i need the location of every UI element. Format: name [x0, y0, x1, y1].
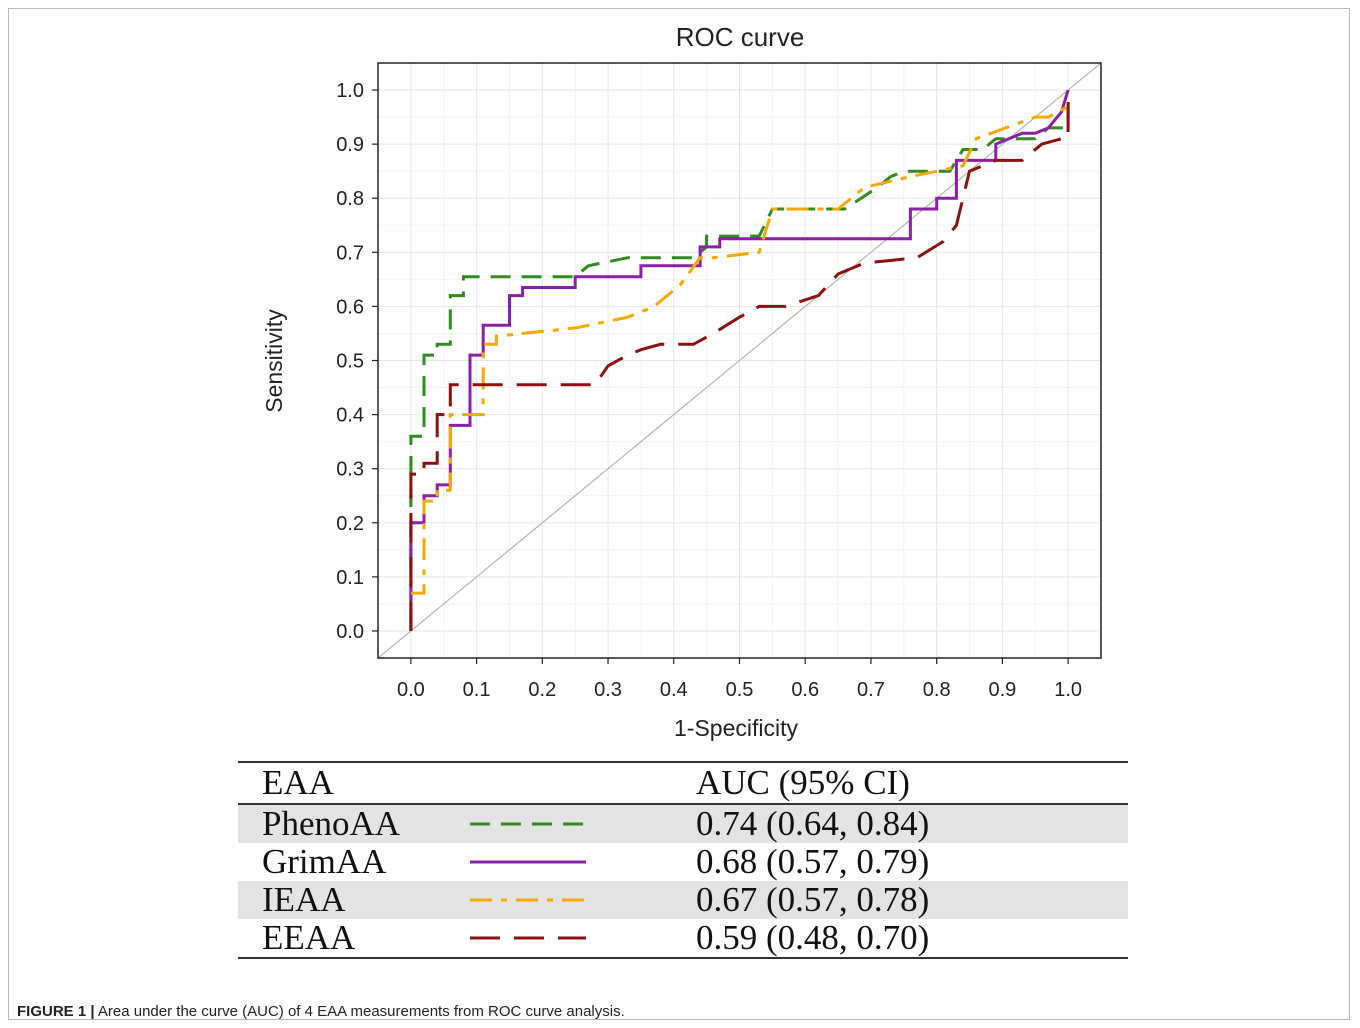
x-tick-label: 0.9: [989, 679, 1017, 701]
table-row: IEAA 0.67 (0.57, 0.78): [238, 881, 1128, 919]
row-name: IEAA: [262, 880, 346, 919]
x-tick-label: 0.5: [726, 679, 754, 701]
row-auc: 0.59 (0.48, 0.70): [696, 918, 930, 957]
caption-text: Area under the curve (AUC) of 4 EAA meas…: [94, 1003, 625, 1020]
y-tick-label: 0.2: [336, 513, 364, 535]
row-name: PhenoAA: [262, 804, 401, 843]
y-tick-label: 0.5: [336, 351, 364, 373]
roc-chart: ROC curve 0.0 0.1 0.2 0.3 0.4 0.5 0.6 0.7 0.8 0.9…: [261, 22, 1102, 741]
legend-swatch-eeaa: [470, 936, 586, 940]
y-tick-label: 0.8: [336, 188, 364, 210]
table-row: GrimAA 0.68 (0.57, 0.79): [238, 843, 1128, 881]
y-axis-label: Sensitivity: [261, 309, 287, 413]
caption-label: FIGURE 1 |: [17, 1003, 95, 1020]
x-axis-label: 1-Specificity: [674, 715, 798, 741]
reference-diagonal: [377, 62, 1102, 659]
auc-table: EAA AUC (95% CI) PhenoAA 0.74 (0.64, 0.8…: [238, 761, 1128, 959]
header-auc: AUC (95% CI): [696, 763, 910, 802]
y-tick-label: 1.0: [336, 80, 364, 102]
table-header-row: EAA AUC (95% CI): [238, 761, 1128, 805]
y-tick-label: 0.7: [336, 242, 364, 264]
series-group: [409, 89, 1070, 631]
y-tick-label: 0.0: [336, 621, 364, 643]
x-axis: 0.0 0.1 0.2 0.3 0.4 0.5 0.6 0.7 0.8 0.9 1.0: [397, 658, 1082, 701]
chart-title: ROC curve: [676, 22, 805, 52]
x-tick-label: 0.2: [528, 679, 556, 701]
y-tick-label: 0.3: [336, 459, 364, 481]
y-tick-label: 0.4: [336, 405, 364, 427]
y-axis: 0.0 0.1 0.2 0.3 0.4 0.5 0.6 0.7 0.8 0.9 1.0: [336, 80, 378, 643]
x-tick-label: 0.6: [791, 679, 819, 701]
legend-swatch-grimaa: [470, 860, 586, 864]
x-tick-label: 0.1: [463, 679, 491, 701]
table-row: EEAA 0.59 (0.48, 0.70): [238, 919, 1128, 959]
row-auc: 0.68 (0.57, 0.79): [696, 842, 930, 881]
row-auc: 0.74 (0.64, 0.84): [696, 804, 930, 843]
header-eaa: EAA: [262, 763, 334, 802]
x-tick-label: 0.7: [857, 679, 885, 701]
legend-swatch-ieaa: [470, 898, 586, 902]
y-tick-label: 0.6: [336, 296, 364, 318]
x-tick-label: 0.4: [660, 679, 688, 701]
row-auc: 0.67 (0.57, 0.78): [696, 880, 930, 919]
y-tick-label: 0.1: [336, 567, 364, 589]
series-line-eeaa: [409, 90, 1070, 631]
row-name: EEAA: [262, 918, 356, 957]
x-tick-label: 0.0: [397, 679, 425, 701]
x-tick-label: 1.0: [1054, 679, 1082, 701]
row-name: GrimAA: [262, 842, 387, 881]
x-tick-label: 0.8: [923, 679, 951, 701]
table-row: PhenoAA 0.74 (0.64, 0.84): [238, 805, 1128, 843]
figure-frame: [8, 8, 1350, 1020]
legend-swatch-phenoaa: [470, 822, 586, 826]
series-line-phenoaa: [409, 90, 1070, 631]
x-tick-label: 0.3: [594, 679, 622, 701]
figure-caption: FIGURE 1 | Area under the curve (AUC) of…: [17, 1003, 625, 1020]
y-tick-label: 0.9: [336, 134, 364, 156]
